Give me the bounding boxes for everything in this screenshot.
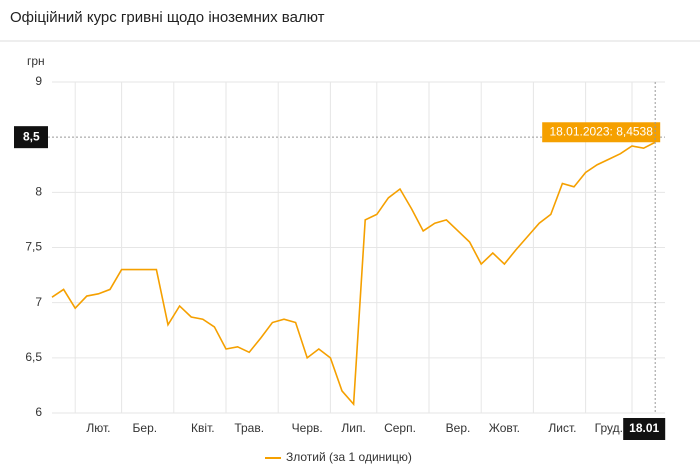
y-tick-label: 6 <box>35 405 42 419</box>
chart-title: Офіційний курс гривні щодо іноземних вал… <box>10 9 325 26</box>
x-tick-label: Бер. <box>133 421 158 435</box>
x-tick-label: Квіт. <box>191 421 215 435</box>
y-tick-label: 9 <box>35 74 42 88</box>
y-tick-label: 8,5 <box>23 129 40 143</box>
crosshair-y-box <box>14 126 48 149</box>
legend-label: Злотий (за 1 одиницю) <box>286 450 412 464</box>
x-tick-label: Лип. <box>341 421 365 435</box>
y-tick-label: 7,5 <box>25 240 42 254</box>
series-line <box>51 141 656 407</box>
y-tick-label: 6,5 <box>25 350 42 364</box>
tooltip-box <box>542 122 661 143</box>
x-tick-label: Жовт. <box>489 421 520 435</box>
crosshair-x-label: 18.01 <box>629 421 659 435</box>
x-tick-label: Серп. <box>384 421 416 435</box>
x-tick-label: Вер. <box>446 421 471 435</box>
x-tick-label: Лист. <box>548 421 576 435</box>
y-axis-label: грн <box>27 54 45 68</box>
x-tick-label: Черв. <box>292 421 323 435</box>
x-tick-label: Лют. <box>86 421 110 435</box>
x-tick-label: Трав. <box>234 421 264 435</box>
crosshair-x-box <box>623 418 666 440</box>
y-tick-label: 8 <box>35 185 42 199</box>
y-tick-label: 7 <box>35 295 42 309</box>
tooltip-text: 18.01.2023: 8,4538 <box>549 124 653 138</box>
x-tick-label: Груд. <box>595 421 623 435</box>
